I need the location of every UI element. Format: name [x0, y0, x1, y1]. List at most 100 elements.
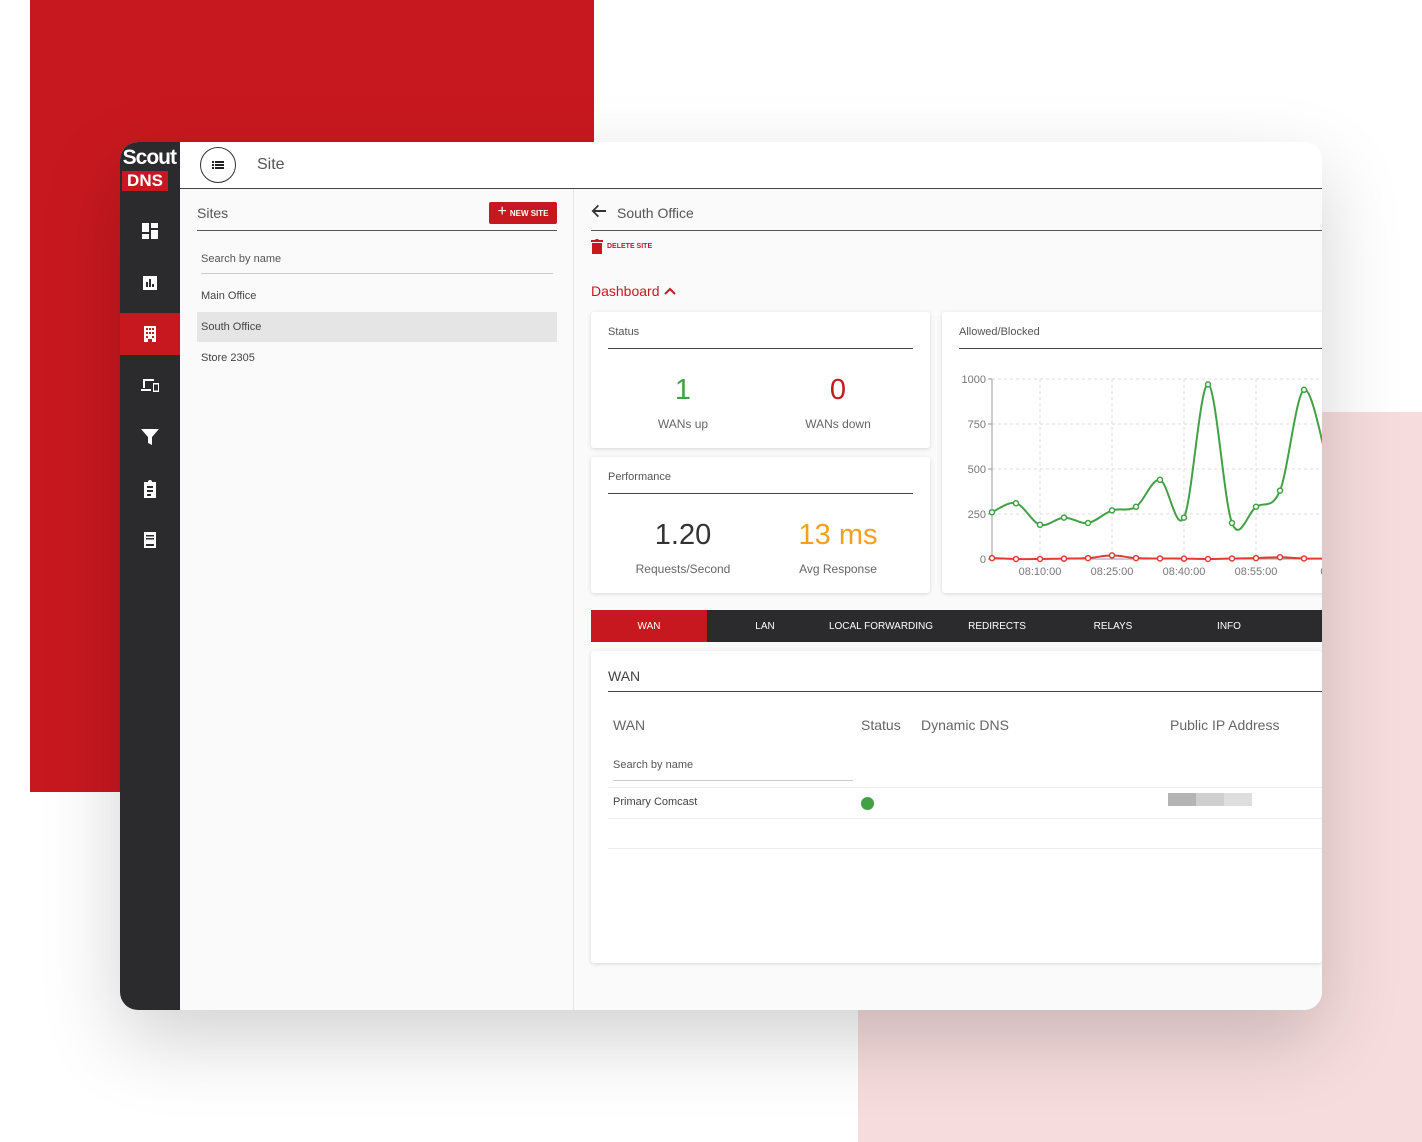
tab-wan[interactable]: WAN [591, 610, 707, 642]
dashboard-icon [142, 223, 158, 239]
tab-redirects[interactable]: REDIRECTS [968, 620, 1026, 632]
new-site-button[interactable]: + NEW SITE [489, 202, 557, 224]
status-card-title: Status [608, 326, 640, 338]
data-point [1108, 507, 1116, 514]
logo-text-top: Scout [122, 146, 177, 169]
x-tick-label: 08:25:00 [1091, 566, 1134, 578]
delete-site-label: DELETE SITE [607, 243, 653, 250]
detail-title: South Office [617, 205, 694, 221]
chart-card-title: Allowed/Blocked [959, 326, 1040, 338]
data-point [1036, 555, 1044, 563]
delete-site-button[interactable]: DELETE SITE [591, 239, 652, 254]
menu-button[interactable] [200, 147, 236, 183]
data-point [1060, 514, 1068, 521]
sites-header: Sites + NEW SITE [197, 189, 557, 231]
dashboard-toggle[interactable]: Dashboard [591, 283, 676, 299]
column-header-status[interactable]: Status [861, 717, 901, 733]
bar-chart-icon [143, 276, 157, 290]
nav-item-filters[interactable] [120, 416, 180, 458]
app-window: Scout DNS Site Sit [120, 142, 1322, 1010]
chevron-up-icon [663, 287, 676, 295]
data-point [1204, 381, 1212, 388]
wans-up-label: WANs up [657, 417, 709, 431]
site-item-main-office[interactable]: Main Office [201, 290, 257, 302]
site-item-store-2305[interactable]: Store 2305 [201, 352, 255, 364]
nav-item-policies[interactable] [120, 468, 180, 510]
back-arrow-icon[interactable] [591, 203, 607, 219]
data-point [1252, 503, 1260, 511]
y-tick-label: 0 [980, 554, 986, 566]
wan-row-name[interactable]: Primary Comcast [613, 796, 698, 808]
divider [959, 348, 1322, 349]
plus-icon: + [497, 203, 507, 220]
sites-search-input[interactable]: Search by name [201, 253, 553, 274]
site-item-south-office[interactable]: South Office [197, 312, 557, 342]
data-point [1132, 554, 1140, 562]
data-point [1228, 519, 1236, 527]
wan-search-input[interactable]: Search by name [613, 759, 853, 781]
wan-section-title: WAN [608, 668, 641, 684]
trash-icon [591, 239, 603, 254]
tab-lan[interactable]: LAN [755, 620, 775, 632]
wans-up-value: 1 [674, 374, 692, 406]
divider [608, 348, 913, 349]
nav-item-reports[interactable] [120, 262, 180, 304]
data-point [1084, 554, 1092, 562]
y-tick-label: 1000 [962, 374, 986, 386]
nav-rail: Scout DNS [120, 142, 180, 1010]
y-tick-label: 500 [968, 464, 986, 476]
tab-relays[interactable]: RELAYS [1093, 620, 1133, 632]
column-header-public-ip[interactable]: Public IP Address [1170, 717, 1280, 733]
divider [608, 493, 913, 494]
tab-info[interactable]: INFO [1217, 620, 1241, 632]
avg-response-label: Avg Response [799, 562, 877, 576]
public-ip-redacted [1168, 793, 1252, 806]
data-point [988, 508, 996, 516]
data-point [1060, 555, 1068, 562]
data-point [1300, 386, 1308, 394]
logo: Scout DNS [120, 142, 180, 192]
column-header-wan[interactable]: WAN [613, 717, 646, 733]
data-point [1084, 519, 1092, 527]
avg-response-value: 13 ms [798, 519, 878, 551]
wan-card: WAN WAN Status Dynamic DNS Public IP Add… [591, 651, 1322, 963]
nav-item-dashboard[interactable] [120, 210, 180, 252]
book-icon [144, 532, 156, 548]
column-header-dynamic-dns[interactable]: Dynamic DNS [921, 717, 1009, 733]
data-point [1036, 521, 1044, 529]
data-point [1180, 514, 1188, 521]
sites-panel: Sites + NEW SITE Search by name Main Off… [180, 189, 574, 1010]
new-site-label: NEW SITE [509, 208, 549, 218]
clipboard-icon [144, 480, 156, 498]
wans-down-value: 0 [829, 374, 847, 406]
status-card: Status 1 WANs up 0 WANs down [591, 312, 930, 448]
top-bar: Site [180, 142, 1322, 189]
data-point [1276, 487, 1284, 494]
sites-title: Sites [197, 205, 229, 221]
nav-item-docs[interactable] [120, 519, 180, 561]
building-icon [144, 326, 156, 342]
data-point [1276, 553, 1284, 561]
series-line-0 [991, 383, 1322, 531]
data-point [1156, 555, 1164, 562]
data-point [1300, 555, 1308, 562]
data-point [988, 554, 996, 562]
filter-icon [141, 429, 159, 445]
data-point [1108, 552, 1116, 559]
page-title: Site [257, 156, 285, 173]
site-detail-panel: South Office DELETE SITE Dashboard Statu… [575, 189, 1322, 1010]
devices-icon [141, 379, 159, 392]
y-tick-label: 250 [968, 509, 986, 521]
tab-local-forwarding[interactable]: LOCAL FORWARDING [828, 620, 934, 632]
y-tick-label: 750 [968, 419, 986, 431]
site-tabs: WAN LAN LOCAL FORWARDING REDIRECTS RELAYS INF… [591, 610, 1322, 642]
data-point [1012, 555, 1020, 563]
data-point [1156, 476, 1164, 484]
allowed-blocked-chart: 0 250 500 750 1000 08:10:00 08:25:00 08:40:00 08… [962, 374, 1322, 578]
dashboard-label: Dashboard [591, 283, 660, 299]
nav-item-devices[interactable] [120, 364, 180, 406]
data-point [1228, 555, 1236, 562]
status-indicator-up [861, 797, 874, 810]
list-icon [212, 161, 224, 169]
nav-item-sites[interactable] [120, 313, 180, 355]
